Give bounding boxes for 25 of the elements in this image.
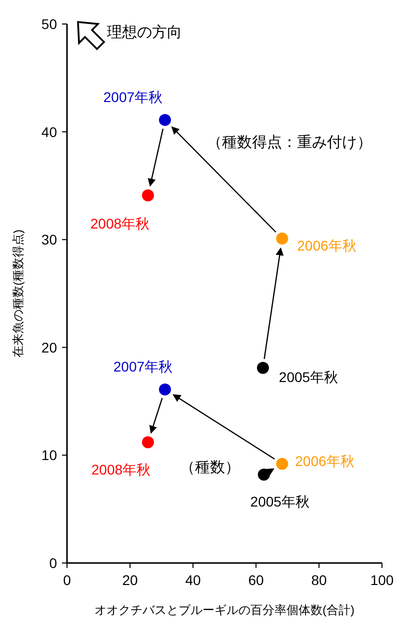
x-tick-label: 40 (185, 572, 201, 588)
x-tick-label: 80 (311, 572, 327, 588)
y-tick-label: 10 (41, 447, 58, 464)
annotation: 2005年秋 (278, 368, 338, 385)
annotation: 2006年秋 (297, 238, 356, 254)
annotation: 2006年秋 (295, 452, 354, 469)
annotation: 2008年秋 (90, 215, 150, 232)
annotation: （種数） (180, 459, 240, 476)
y-tick-label: 30 (41, 232, 58, 248)
annotation: 2007年秋 (103, 88, 163, 105)
y-tick-label: 40 (41, 124, 58, 140)
x-tick-label: 20 (122, 572, 138, 588)
annotation: 理想の方向 (107, 24, 182, 41)
y-tick-label: 0 (49, 555, 58, 571)
annotation: 2008年秋 (91, 461, 151, 478)
annotation: 2005年秋 (250, 494, 310, 510)
y-tick-label: 50 (41, 16, 58, 32)
x-axis-title: オオクチバスとブルーギルの百分率個体数(合計) (94, 603, 354, 617)
x-tick-label: 0 (63, 572, 72, 588)
y-axis-title: 在来魚の種数(種数得点) (11, 230, 25, 358)
x-tick-label: 100 (370, 572, 394, 588)
annotation: （種数得点：重み付け） (207, 134, 372, 151)
annotation: 2007年秋 (113, 358, 173, 374)
x-tick-label: 60 (248, 572, 264, 588)
y-tick-label: 20 (41, 339, 58, 356)
